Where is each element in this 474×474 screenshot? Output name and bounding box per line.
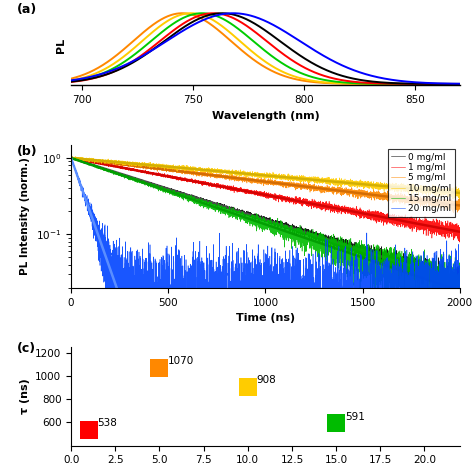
20 mg/ml — [103, 289, 109, 294]
Text: (a): (a) — [17, 3, 37, 16]
20 mg/ml — [457, 289, 463, 294]
0 mg/ml — [457, 270, 463, 276]
Line: 10 mg/ml: 10 mg/ml — [71, 156, 460, 199]
1 mg/ml — [456, 239, 462, 245]
5 mg/ml — [377, 192, 383, 198]
1 mg/ml — [356, 212, 362, 218]
Text: 538: 538 — [98, 418, 118, 428]
0 mg/ml — [298, 225, 304, 230]
Line: 15 mg/ml: 15 mg/ml — [71, 157, 460, 292]
Y-axis label: PL Intensity (norm.): PL Intensity (norm.) — [20, 157, 30, 275]
10 mg/ml — [377, 182, 383, 188]
5 mg/ml — [70, 154, 75, 159]
5 mg/ml — [209, 172, 215, 178]
0 mg/ml — [377, 253, 383, 259]
Line: 0 mg/ml: 0 mg/ml — [71, 158, 460, 292]
10 mg/ml — [298, 173, 304, 179]
Text: (b): (b) — [17, 145, 37, 157]
0 mg/ml — [431, 289, 437, 294]
Text: 1070: 1070 — [168, 356, 194, 366]
1 mg/ml — [69, 155, 75, 160]
5 mg/ml — [315, 186, 321, 192]
10 mg/ml — [450, 196, 456, 202]
Point — [155, 364, 163, 372]
15 mg/ml — [315, 238, 321, 244]
1 mg/ml — [209, 182, 215, 187]
15 mg/ml — [209, 203, 215, 209]
1 mg/ml — [298, 200, 304, 206]
20 mg/ml — [298, 274, 304, 280]
15 mg/ml — [69, 155, 75, 160]
1 mg/ml — [377, 215, 383, 220]
5 mg/ml — [298, 183, 304, 189]
10 mg/ml — [209, 168, 215, 174]
Text: 591: 591 — [345, 412, 365, 422]
15 mg/ml — [88, 162, 93, 167]
0 mg/ml — [209, 200, 215, 205]
Point — [85, 426, 92, 433]
20 mg/ml — [209, 289, 215, 294]
10 mg/ml — [356, 178, 362, 183]
15 mg/ml — [457, 289, 463, 294]
Text: 908: 908 — [256, 375, 276, 385]
0 mg/ml — [315, 237, 321, 243]
20 mg/ml — [377, 289, 383, 294]
15 mg/ml — [368, 289, 374, 294]
1 mg/ml — [457, 230, 463, 236]
Text: (c): (c) — [17, 342, 36, 355]
5 mg/ml — [356, 187, 362, 192]
10 mg/ml — [68, 157, 74, 163]
0 mg/ml — [88, 162, 93, 167]
5 mg/ml — [450, 210, 456, 216]
5 mg/ml — [457, 203, 463, 209]
15 mg/ml — [377, 260, 383, 265]
Point — [244, 383, 252, 391]
10 mg/ml — [88, 156, 93, 162]
1 mg/ml — [88, 159, 93, 164]
Line: 1 mg/ml: 1 mg/ml — [71, 157, 460, 242]
Point — [332, 419, 340, 427]
0 mg/ml — [356, 245, 362, 250]
Line: 5 mg/ml: 5 mg/ml — [71, 156, 460, 213]
Legend: 0 mg/ml, 1 mg/ml, 5 mg/ml, 10 mg/ml, 15 mg/ml, 20 mg/ml: 0 mg/ml, 1 mg/ml, 5 mg/ml, 10 mg/ml, 15 … — [388, 149, 455, 217]
15 mg/ml — [356, 256, 362, 262]
20 mg/ml — [356, 286, 362, 292]
X-axis label: Wavelength (nm): Wavelength (nm) — [211, 110, 319, 121]
20 mg/ml — [88, 216, 93, 222]
20 mg/ml — [315, 289, 321, 294]
10 mg/ml — [69, 153, 74, 159]
15 mg/ml — [298, 226, 304, 231]
0 mg/ml — [68, 155, 74, 161]
10 mg/ml — [315, 177, 321, 183]
10 mg/ml — [457, 191, 463, 197]
Line: 20 mg/ml: 20 mg/ml — [71, 156, 460, 292]
5 mg/ml — [88, 157, 93, 163]
Y-axis label: τ (ns): τ (ns) — [19, 378, 29, 414]
1 mg/ml — [315, 202, 321, 208]
15 mg/ml — [68, 155, 74, 161]
Y-axis label: PL: PL — [55, 37, 65, 53]
1 mg/ml — [68, 155, 74, 161]
X-axis label: Time (ns): Time (ns) — [236, 313, 295, 323]
20 mg/ml — [68, 154, 74, 159]
0 mg/ml — [69, 155, 74, 161]
5 mg/ml — [68, 155, 74, 161]
